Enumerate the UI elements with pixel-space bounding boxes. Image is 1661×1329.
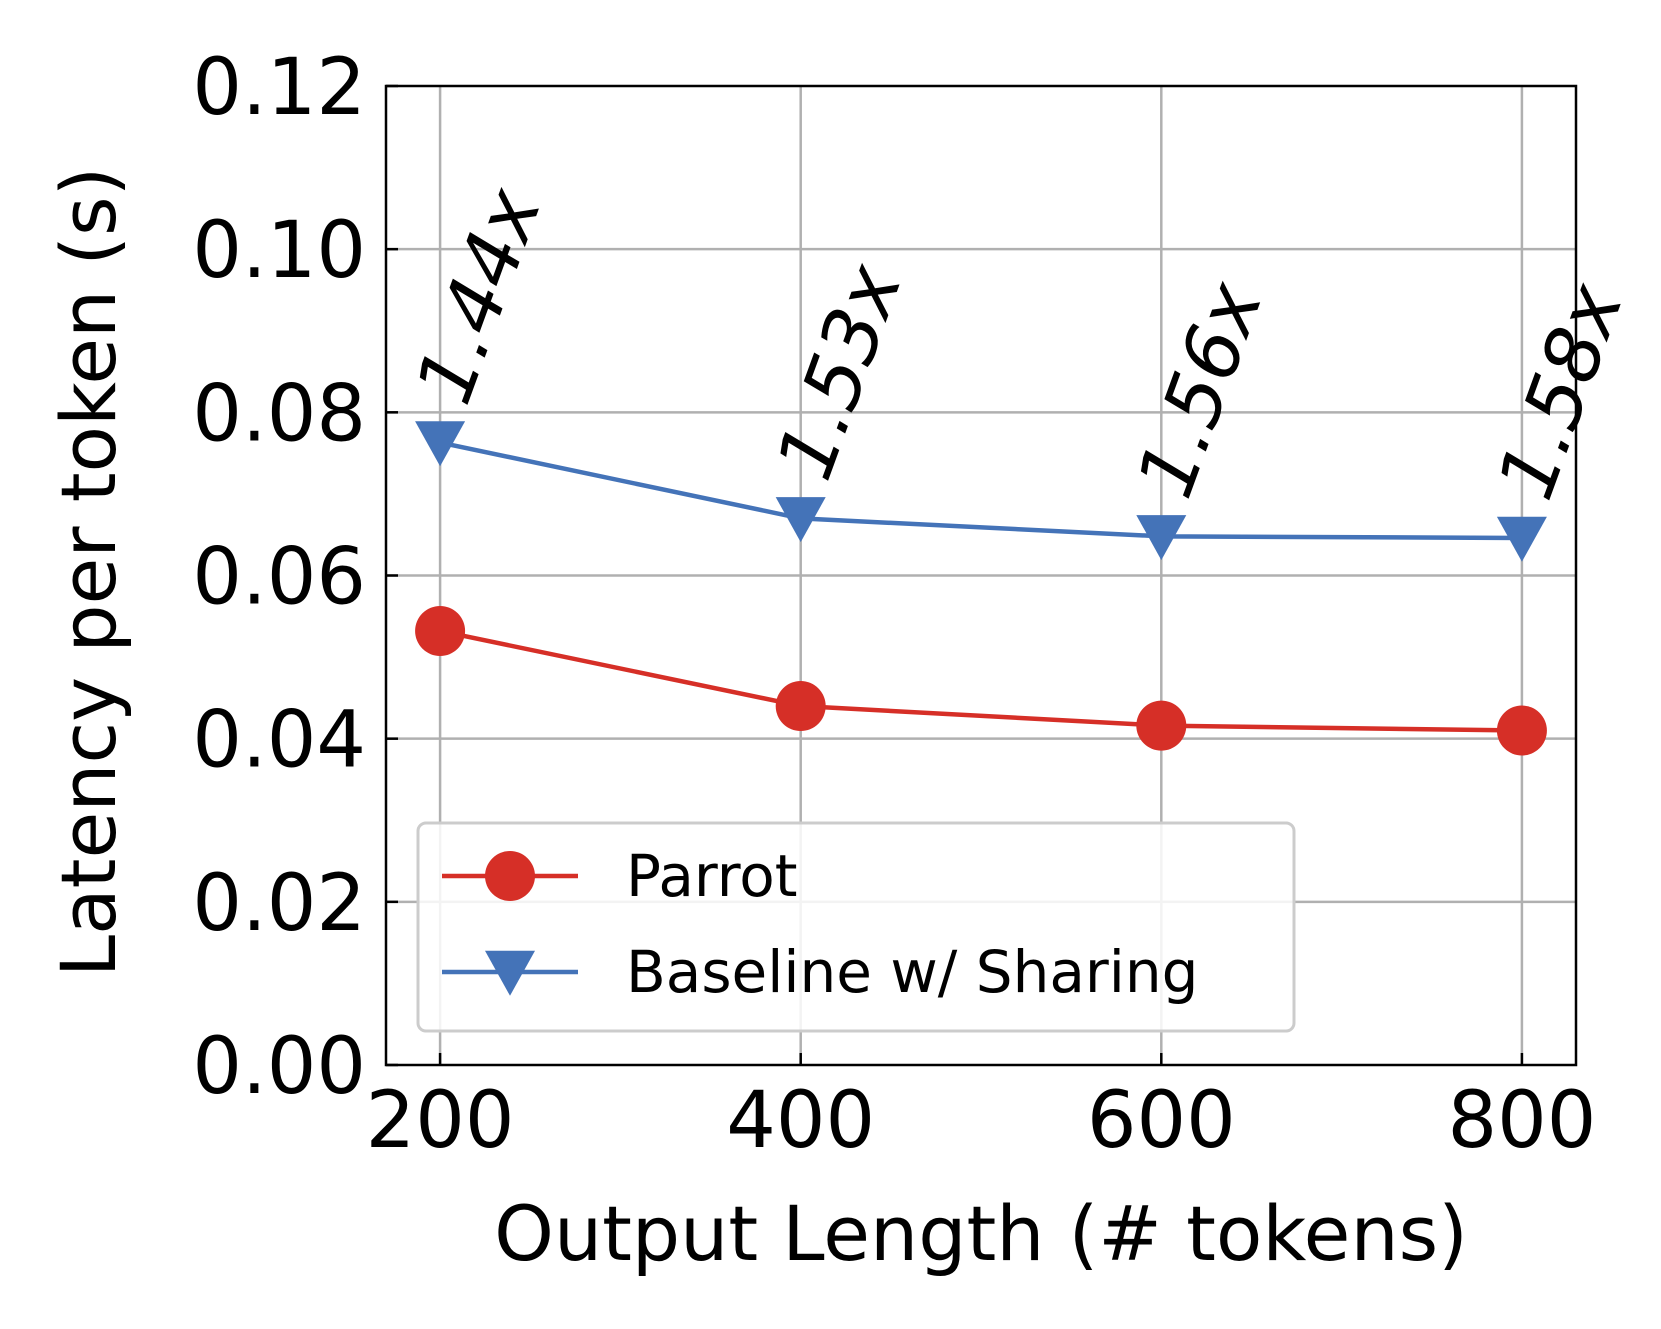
data-point xyxy=(415,605,466,656)
legend-frame xyxy=(416,821,1296,1033)
data-point xyxy=(415,421,466,467)
tick-labels: 200 400 600 800 0.00 0.02 0.04 0.06 0.08 0.10 0.12 xyxy=(192,43,1596,1166)
legend-entry: Parrot xyxy=(442,842,798,910)
x-tick-label: 600 xyxy=(1087,1076,1236,1166)
speedup-annotations: 1.44x 1.53x 1.56x 1.58x xyxy=(399,177,1641,511)
y-tick-label: 0.04 xyxy=(192,696,366,786)
data-point xyxy=(775,497,826,543)
y-tick-label: 0.00 xyxy=(192,1022,366,1112)
legend-label: Parrot xyxy=(626,842,798,910)
x-tick-label: 200 xyxy=(366,1076,515,1166)
x-tick-label: 400 xyxy=(726,1076,875,1166)
data-point xyxy=(1496,516,1547,562)
y-tick-label: 0.08 xyxy=(192,369,366,459)
legend-marker xyxy=(485,851,535,901)
speedup-label: 1.58x xyxy=(1481,272,1641,510)
plot-series xyxy=(415,421,1547,756)
legend-marker xyxy=(485,950,535,996)
legend-label: Baseline w/ Sharing xyxy=(626,938,1198,1006)
data-point xyxy=(1136,515,1187,561)
axes xyxy=(384,84,1578,1067)
legend: Parrot Baseline w/ Sharing xyxy=(416,821,1296,1033)
speedup-label: 1.44x xyxy=(399,177,559,415)
series-line xyxy=(439,440,1522,541)
y-tick-label: 0.12 xyxy=(192,43,366,133)
y-axis-label: Latency per token (s) xyxy=(44,167,133,978)
x-axis-label: Output Length (# tokens) xyxy=(494,1189,1468,1278)
speedup-label: 1.56x xyxy=(1121,271,1281,509)
legend-entry: Baseline w/ Sharing xyxy=(442,938,1198,1006)
y-tick-label: 0.06 xyxy=(192,533,366,623)
series-parrot xyxy=(415,605,1547,756)
data-point xyxy=(1136,700,1187,751)
plot-frame xyxy=(384,84,1578,1067)
data-point xyxy=(775,681,826,732)
series-baseline-w-sharing xyxy=(415,421,1547,562)
y-tick-label: 0.02 xyxy=(192,859,366,949)
data-point xyxy=(1496,705,1547,756)
speedup-label: 1.53x xyxy=(760,253,920,491)
series-line xyxy=(439,628,1522,733)
y-tick-label: 0.10 xyxy=(192,206,366,296)
x-tick-label: 800 xyxy=(1447,1076,1596,1166)
